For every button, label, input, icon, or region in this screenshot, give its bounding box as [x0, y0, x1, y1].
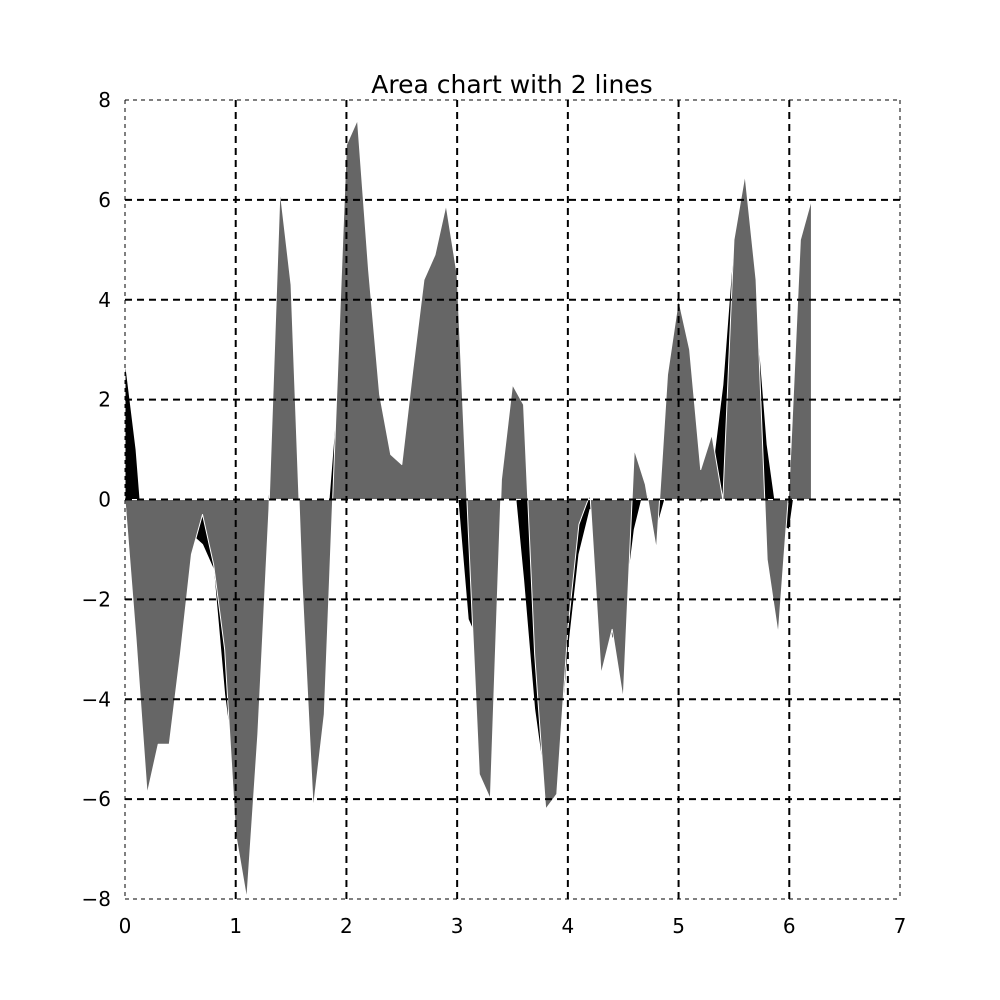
x-tick-label: 0 [119, 914, 132, 938]
y-tick-label: −2 [82, 587, 111, 611]
y-tick-label: 8 [98, 88, 111, 112]
chart-title: Area chart with 2 lines [371, 70, 652, 99]
y-axis-ticks: −8 −6 −4 −2 0 2 4 6 8 [82, 88, 111, 911]
x-tick-label: 4 [561, 914, 574, 938]
x-tick-label: 7 [894, 914, 907, 938]
x-tick-label: 2 [340, 914, 353, 938]
area-series-2 [124, 119, 812, 900]
y-tick-label: −6 [82, 787, 111, 811]
x-axis-ticks: 0 1 2 3 4 5 6 7 [119, 914, 907, 938]
y-tick-label: −4 [82, 687, 111, 711]
x-tick-label: 6 [783, 914, 796, 938]
x-tick-label: 3 [451, 914, 464, 938]
x-tick-label: 5 [672, 914, 685, 938]
series-areas [124, 119, 812, 900]
x-tick-label: 1 [229, 914, 242, 938]
y-tick-label: 4 [98, 288, 111, 312]
y-tick-label: 0 [98, 488, 111, 512]
y-tick-label: −8 [82, 887, 111, 911]
y-tick-label: 6 [98, 188, 111, 212]
y-tick-label: 2 [98, 388, 111, 412]
grid-lines [124, 99, 901, 900]
